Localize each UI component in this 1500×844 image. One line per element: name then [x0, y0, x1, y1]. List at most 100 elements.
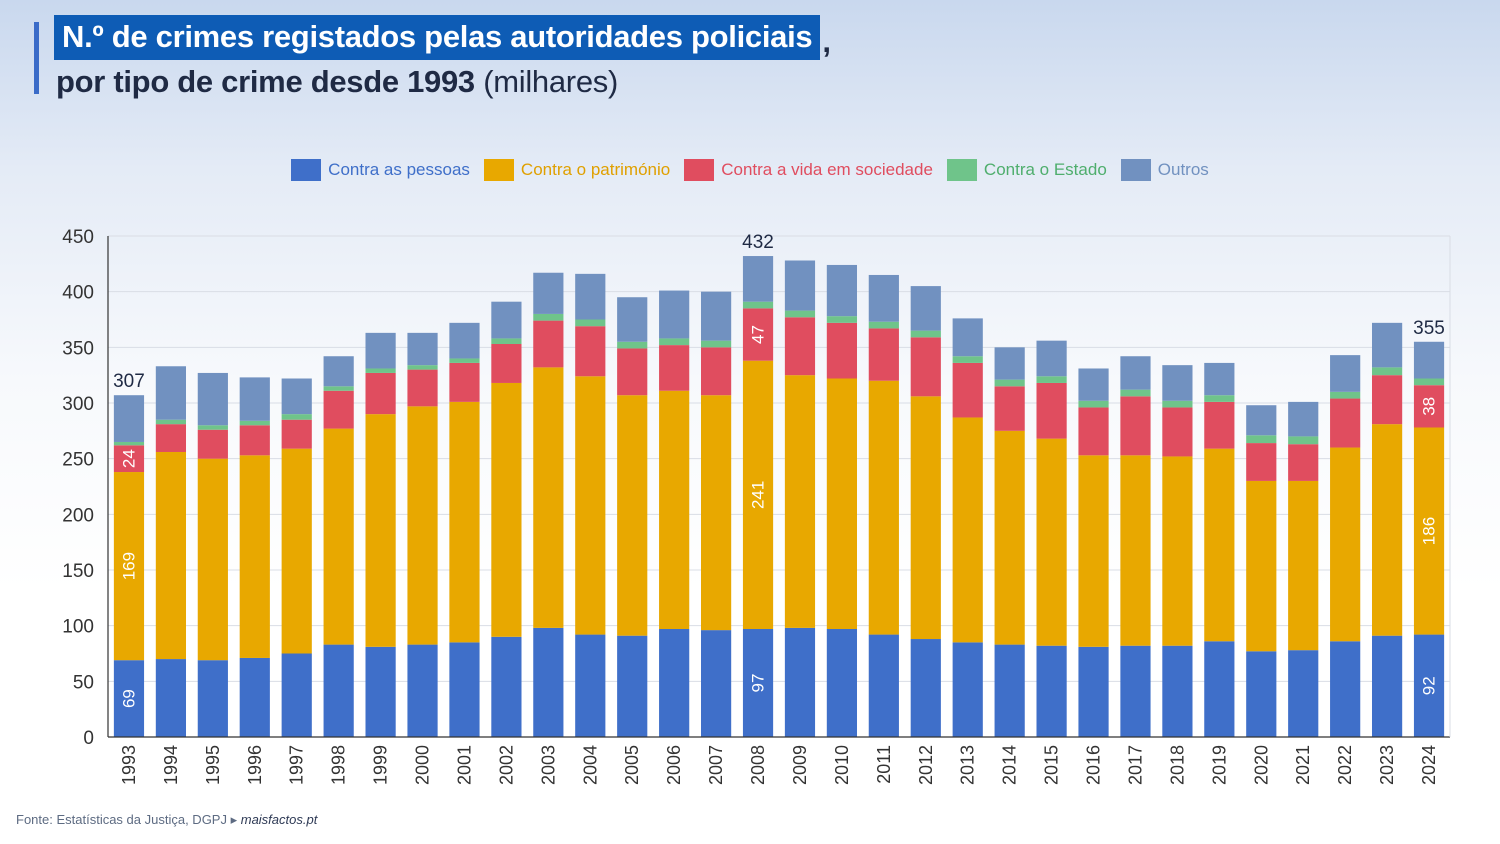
bar-patrimonio-2010: [826, 378, 858, 630]
bar-outros-2015: [1036, 340, 1067, 377]
chart-legend: Contra as pessoas Contra o património Cont…: [0, 159, 1500, 181]
bar-outros-2019: [1204, 362, 1235, 396]
bar-estado-2023: [1371, 367, 1403, 376]
bar-outros-2011: [868, 274, 899, 322]
x-tick-label-1999: 1999: [371, 745, 391, 785]
bar-sociedade-1998: [323, 390, 354, 429]
bar-estado-2000: [407, 365, 438, 370]
x-tick-label-2021: 2021: [1293, 745, 1313, 785]
bar-pessoas-1995: [197, 660, 228, 737]
y-tick-label: 450: [62, 227, 94, 248]
bar-estado-2017: [1120, 389, 1151, 397]
x-tick-label-2013: 2013: [958, 745, 978, 785]
x-tick-label-1998: 1998: [329, 745, 349, 785]
segment-label-patrimonio-1993: 169: [119, 552, 138, 580]
bar-pessoas-2013: [952, 642, 983, 737]
bar-estado-2001: [449, 358, 480, 363]
bar-sociedade-2006: [659, 345, 690, 391]
bar-sociedade-1996: [239, 425, 270, 456]
x-tick-label-2024: 2024: [1419, 745, 1439, 785]
bar-sociedade-2014: [994, 386, 1025, 431]
legend-swatch-sociedade: [684, 159, 715, 181]
bar-patrimonio-2019: [1204, 448, 1235, 642]
bar-sociedade-2015: [1036, 382, 1067, 439]
bar-estado-1998: [323, 386, 354, 391]
bar-patrimonio-2011: [868, 380, 899, 635]
bar-sociedade-2000: [407, 369, 438, 407]
bar-pessoas-2023: [1371, 635, 1403, 737]
bar-patrimonio-2012: [910, 396, 941, 640]
bar-pessoas-2000: [407, 644, 438, 737]
bar-pessoas-2004: [575, 634, 606, 737]
legend-label-pessoas: Contra as pessoas: [328, 160, 470, 179]
chart-title: N.º de crimes registados pelas autoridad…: [54, 14, 831, 100]
total-label-2024: 355: [1413, 318, 1445, 339]
x-tick-label-2017: 2017: [1125, 745, 1145, 785]
bar-pessoas-2017: [1120, 645, 1151, 737]
bar-patrimonio-2009: [784, 375, 816, 628]
source-note: Fonte: Estatísticas da Justiça, DGPJ ▸ m…: [16, 812, 317, 828]
bar-patrimonio-1996: [239, 455, 270, 658]
segment-label-pessoas-2008: 97: [749, 674, 768, 693]
x-tick-label-2006: 2006: [664, 745, 684, 785]
bar-patrimonio-2000: [407, 406, 438, 645]
bar-sociedade-2016: [1078, 407, 1109, 456]
x-tick-label-1993: 1993: [119, 745, 139, 785]
bar-pessoas-2024: [1413, 634, 1445, 737]
bar-sociedade-2018: [1162, 407, 1193, 457]
bar-pessoas-2002: [491, 636, 522, 737]
segment-label-patrimonio-2008: 241: [749, 481, 768, 509]
source-site: maisfactos.pt: [240, 812, 318, 827]
bar-pessoas-1997: [281, 653, 312, 737]
bar-pessoas-1999: [365, 646, 396, 737]
bar-patrimonio-2017: [1120, 455, 1151, 646]
x-tick-label-2009: 2009: [790, 745, 810, 785]
x-tick-label-2019: 2019: [1209, 745, 1229, 785]
bar-pessoas-2020: [1246, 651, 1277, 737]
legend-item-pessoas: Contra as pessoas: [291, 159, 470, 181]
bar-patrimonio-1995: [197, 458, 228, 661]
bar-pessoas-1996: [239, 657, 270, 737]
segment-label-sociedade-2024: 38: [1420, 397, 1439, 416]
bar-sociedade-2005: [617, 348, 648, 396]
bar-outros-2022: [1330, 355, 1361, 392]
bar-pessoas-2010: [826, 629, 858, 737]
bar-outros-2002: [491, 301, 522, 339]
x-tick-label-2011: 2011: [874, 745, 894, 784]
bar-pessoas-2015: [1036, 645, 1067, 737]
bar-outros-2018: [1162, 365, 1193, 401]
x-tick-label-2022: 2022: [1335, 745, 1355, 785]
legend-swatch-estado: [946, 159, 977, 181]
bar-outros-2000: [407, 332, 438, 366]
bar-sociedade-2021: [1288, 444, 1319, 481]
bar-outros-1998: [323, 356, 354, 387]
bar-pessoas-1994: [155, 659, 187, 737]
bar-pessoas-2018: [1162, 645, 1193, 737]
bar-patrimonio-2016: [1078, 455, 1109, 647]
legend-label-patrimonio: Contra o património: [520, 160, 671, 179]
bar-patrimonio-2022: [1330, 447, 1361, 642]
x-tick-label-1997: 1997: [287, 745, 307, 785]
bar-outros-2009: [784, 260, 816, 311]
bar-estado-2004: [575, 319, 606, 327]
bar-pessoas-2006: [659, 629, 690, 737]
y-tick-label: 300: [62, 394, 94, 415]
bar-estado-2016: [1078, 400, 1109, 408]
y-tick-label: 50: [73, 672, 94, 693]
bar-sociedade-2001: [449, 362, 480, 402]
legend-swatch-pessoas: [291, 159, 322, 181]
bar-estado-2024: [1413, 378, 1445, 386]
legend-swatch-outros: [1120, 159, 1151, 181]
bar-estado-2005: [617, 341, 648, 349]
bar-estado-2011: [868, 321, 899, 329]
bar-pessoas-2014: [994, 644, 1025, 737]
bar-sociedade-2022: [1330, 398, 1361, 448]
bar-outros-2023: [1371, 322, 1403, 368]
bar-estado-1994: [155, 419, 187, 425]
segment-label-patrimonio-2024: 186: [1420, 517, 1439, 545]
x-tick-label-1995: 1995: [203, 745, 223, 785]
title-line2-bold: por tipo de crime desde 1993: [56, 64, 475, 99]
bar-estado-1993: [113, 441, 145, 446]
x-tick-label-2001: 2001: [454, 745, 474, 785]
bar-patrimonio-2006: [659, 390, 690, 630]
